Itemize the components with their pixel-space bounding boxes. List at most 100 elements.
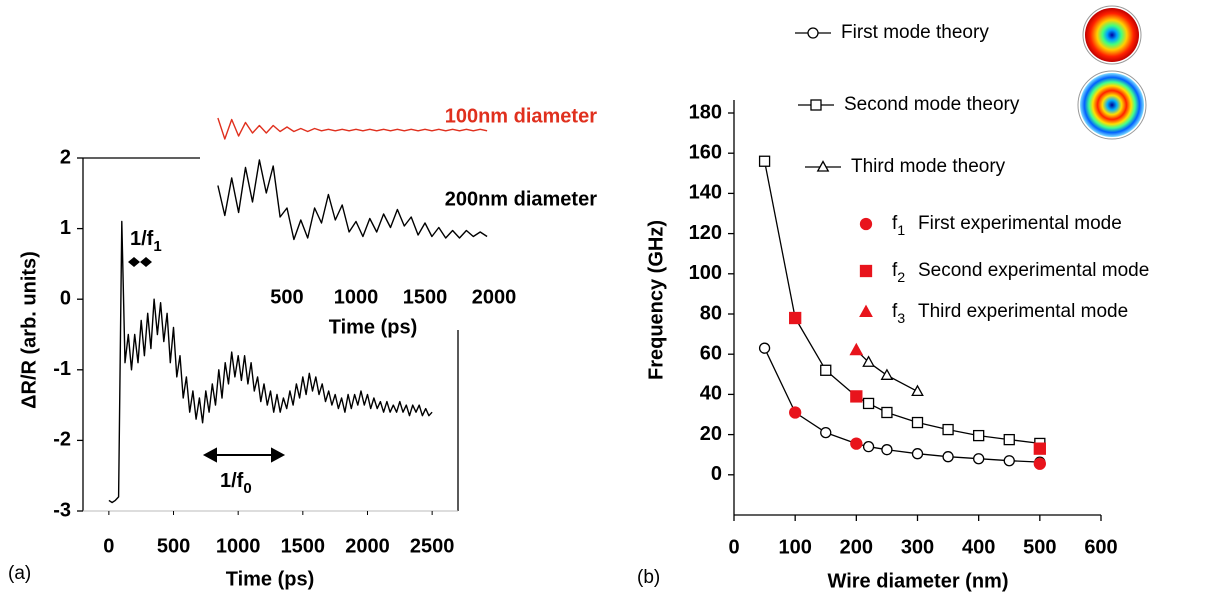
- marker: [862, 355, 875, 367]
- data-line: [217, 159, 488, 241]
- x-tick-label: 2000: [472, 286, 517, 308]
- mode-image: [1085, 8, 1139, 62]
- marker: [850, 437, 863, 450]
- legend-marker: [859, 264, 873, 278]
- marker: [911, 416, 924, 429]
- marker: [849, 342, 864, 356]
- y-tick-label: 40: [700, 383, 722, 405]
- y-tick-label: -2: [53, 429, 71, 451]
- annotation: 1/f1: [130, 228, 162, 255]
- marker: [820, 364, 832, 376]
- y-tick-label: 1: [60, 217, 71, 239]
- x-tick-label: 500: [157, 535, 190, 557]
- data-line: [855, 349, 918, 392]
- x-axis-title: Time (ps): [226, 568, 315, 590]
- legend-marker: [807, 27, 819, 39]
- x-tick-label: 400: [962, 536, 995, 558]
- legend-label: First experimental mode: [918, 213, 1122, 234]
- marker: [862, 397, 875, 410]
- legend-label: Third mode theory: [851, 156, 1006, 177]
- marker: [911, 448, 924, 460]
- annotation-main: 1/f: [220, 470, 244, 492]
- marker: [880, 368, 894, 380]
- y-tick-label: 2: [60, 146, 71, 168]
- x-tick-label: 500: [270, 286, 303, 308]
- marker: [789, 311, 802, 325]
- marker: [942, 451, 954, 463]
- marker: [973, 429, 985, 442]
- legend-symbol-main: f: [892, 213, 898, 234]
- x-tick-label: 500: [1023, 536, 1056, 558]
- x-tick-label: 0: [103, 535, 114, 557]
- legend-label: Second experimental mode: [918, 260, 1149, 281]
- y-tick-label: 160: [689, 141, 722, 163]
- legend-symbol: f2: [892, 260, 905, 286]
- x-tick-label: 200: [840, 536, 873, 558]
- x-tick-label: 2000: [345, 535, 390, 557]
- legend-marker: [859, 217, 873, 231]
- y-tick-label: 100: [689, 262, 722, 284]
- marker: [820, 426, 832, 439]
- legend-symbol-sub: 2: [897, 270, 905, 286]
- x-tick-label: 1000: [216, 535, 261, 557]
- marker: [911, 384, 924, 397]
- x-axis-title: Wire diameter (nm): [828, 570, 1009, 592]
- legend-label: Second mode theory: [844, 94, 1020, 115]
- x-tick-label: 100: [778, 536, 811, 558]
- x-tick-label: 1500: [281, 535, 326, 557]
- legend-symbol: f3: [892, 301, 905, 327]
- legend-marker: [859, 304, 873, 318]
- marker: [850, 390, 863, 403]
- y-tick-label: 120: [689, 222, 722, 244]
- marker: [881, 444, 893, 456]
- panel-label: (b): [637, 567, 660, 588]
- annotation: 1/f0: [220, 470, 252, 497]
- annotation-sub: 0: [243, 480, 251, 497]
- annotation-main: 1/f: [130, 228, 154, 250]
- marker: [1033, 457, 1046, 470]
- marker: [942, 423, 954, 436]
- marker: [789, 406, 802, 419]
- legend-symbol-main: f: [892, 260, 898, 281]
- legend-label: First mode theory: [841, 22, 989, 43]
- marker: [758, 342, 771, 354]
- legend-marker: [816, 160, 830, 172]
- y-tick-label: 0: [60, 287, 71, 309]
- marker: [973, 453, 985, 465]
- y-tick-label: -3: [53, 499, 71, 521]
- y-tick-label: 60: [700, 342, 722, 364]
- series-label: 200nm diameter: [445, 188, 598, 210]
- annotation-arrow: [202, 447, 286, 463]
- data-line: [217, 117, 488, 140]
- marker: [862, 441, 875, 453]
- y-tick-label: 0: [711, 463, 722, 485]
- marker: [1033, 442, 1046, 455]
- annotation-arrow: [128, 257, 152, 267]
- y-axis-title: ΔR/R (arb. units): [18, 251, 40, 409]
- y-tick-label: 20: [700, 423, 722, 445]
- x-axis-title: Time (ps): [329, 316, 418, 338]
- x-tick-label: 600: [1084, 536, 1117, 558]
- legend-symbol-sub: 3: [897, 311, 905, 327]
- legend-marker: [810, 99, 822, 111]
- annotation-sub: 1: [153, 238, 161, 255]
- y-tick-label: 140: [689, 182, 722, 204]
- x-tick-label: 2500: [410, 535, 455, 557]
- x-tick-label: 0: [728, 536, 739, 558]
- marker: [758, 155, 771, 167]
- data-line: [764, 347, 1040, 463]
- mode-image: [1080, 73, 1144, 137]
- legend-symbol-main: f: [892, 301, 898, 322]
- series-label: 100nm diameter: [445, 105, 598, 127]
- legend-symbol: f1: [892, 213, 905, 239]
- data-line: [108, 220, 433, 504]
- y-tick-label: 80: [700, 302, 722, 324]
- x-tick-label: 1500: [403, 286, 448, 308]
- y-tick-label: -1: [53, 358, 71, 380]
- x-tick-label: 300: [901, 536, 934, 558]
- y-tick-label: 180: [689, 101, 722, 123]
- marker: [881, 406, 893, 419]
- panel-label: (a): [8, 563, 31, 584]
- legend-label: Third experimental mode: [918, 301, 1128, 322]
